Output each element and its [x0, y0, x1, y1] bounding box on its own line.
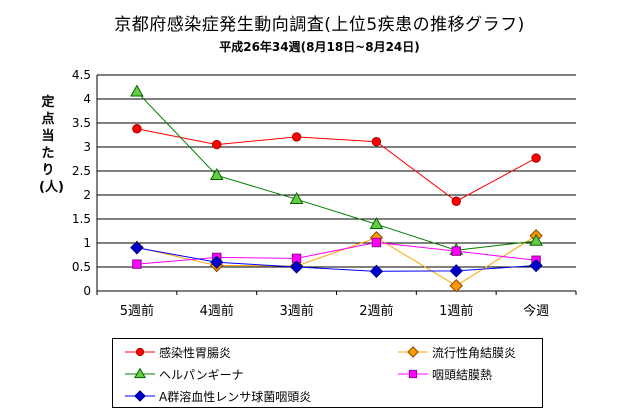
legend-swatch [125, 347, 155, 357]
data-point [451, 246, 461, 256]
data-point [451, 196, 461, 206]
x-tick-label: 1週前 [439, 303, 473, 319]
x-tick-label: 5週前 [120, 303, 154, 319]
chart-legend: 感染性胃腸炎 流行性角結膜炎ヘルパンギーナ 咽頭結膜熱 A群溶血性レンサ球菌咽頭炎 [112, 338, 543, 408]
data-point [369, 264, 384, 278]
data-point [529, 233, 543, 246]
legend-swatch-marker [134, 367, 146, 379]
legend-swatch [398, 369, 428, 379]
data-point [449, 264, 463, 278]
x-tick-label: 2週前 [359, 303, 393, 319]
data-point [132, 124, 142, 134]
legend-swatch-marker [408, 369, 418, 379]
y-tick-label: 4 [83, 92, 91, 106]
data-point [289, 260, 304, 274]
legend-swatch-marker [407, 346, 419, 358]
data-point [289, 192, 304, 205]
series-line [136, 247, 537, 272]
x-tick-label: 3週前 [279, 303, 313, 319]
legend-item: A群溶血性レンサ球菌咽頭炎 [125, 388, 311, 404]
data-point [529, 258, 543, 273]
data-point [209, 168, 224, 181]
series-line [136, 235, 537, 287]
y-tick-label: 1.5 [72, 212, 91, 226]
data-point [212, 139, 222, 150]
data-point [132, 259, 142, 269]
series-line [136, 128, 537, 202]
y-tick-label: 2 [83, 188, 91, 202]
legend-label: 感染性胃腸炎 [159, 345, 232, 360]
legend-swatch [125, 390, 155, 402]
series-line [136, 91, 537, 251]
data-point [130, 84, 144, 97]
series-3 [130, 84, 543, 255]
x-tick-label: 今週 [523, 303, 549, 319]
legend-label: 咽頭結膜熱 [432, 367, 493, 382]
legend-item: 咽頭結膜熱 [398, 366, 492, 382]
chart-title: 京都府感染症発生動向調査(上位5疾患の推移グラフ) [114, 15, 525, 35]
data-point [130, 241, 144, 255]
series-5 [130, 241, 543, 278]
y-tick-label: 3.5 [72, 116, 91, 130]
series-1 [132, 124, 541, 206]
legend-swatch-marker [134, 390, 146, 402]
legend-label: ヘルパンギーナ [159, 367, 244, 382]
y-tick-label: 0.5 [72, 260, 91, 274]
legend-swatch [125, 367, 155, 379]
legend-swatch [398, 346, 428, 358]
legend-item: ヘルパンギーナ [125, 366, 244, 382]
legend-label: A群溶血性レンサ球菌咽頭炎 [159, 389, 312, 404]
data-point [371, 237, 382, 248]
data-point [449, 279, 463, 293]
series-2 [130, 229, 543, 293]
chart-subtitle: 平成26年34週(8月18日~8月24日) [219, 40, 420, 54]
data-point [369, 216, 384, 229]
x-tick-label: 4週前 [200, 303, 234, 319]
data-point [531, 153, 541, 163]
data-point [291, 132, 302, 142]
y-tick-label: 2.5 [72, 164, 91, 178]
y-tick-label: 4.5 [72, 68, 91, 82]
series-line [136, 242, 537, 265]
legend-item: 流行性角結膜炎 [398, 344, 516, 360]
legend-label: 流行性角結膜炎 [432, 345, 517, 360]
y-tick-label: 0 [83, 284, 91, 298]
y-tick-label: 1 [83, 236, 91, 250]
chart-plot: 0 0.5 1 1.5 2 2.5 3 3.5 4 4.5 5週前 4週前 3週前 2週前 1週前 今週 [72, 68, 577, 319]
legend-swatch-marker [135, 347, 145, 357]
y-tick-label: 3 [83, 140, 91, 154]
legend-item: 感染性胃腸炎 [125, 344, 231, 360]
data-point [210, 255, 224, 269]
data-point [371, 137, 382, 147]
